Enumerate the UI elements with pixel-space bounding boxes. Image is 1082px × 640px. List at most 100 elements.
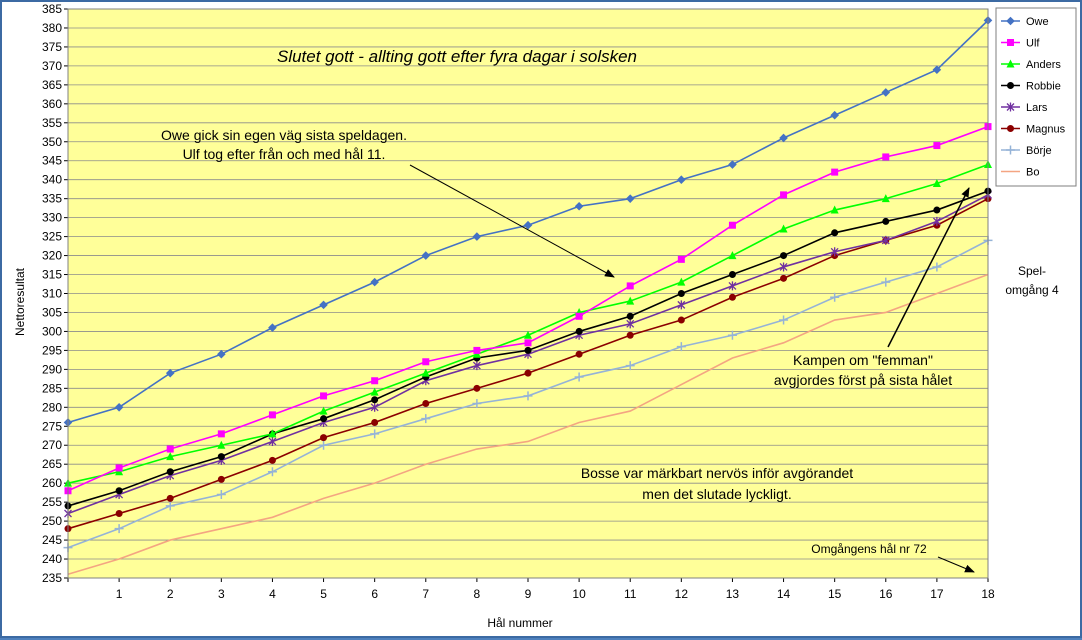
- data-point-owe: [472, 232, 482, 241]
- data-point-robbie: [780, 252, 788, 260]
- legend-item-lars: Lars: [1001, 102, 1048, 114]
- y-tick-label: 300: [42, 324, 62, 338]
- data-point-anders: [268, 429, 277, 438]
- data-point-ulf: [626, 282, 634, 290]
- y-tick-label: 360: [42, 97, 62, 111]
- x-tick-label: 11: [624, 587, 637, 601]
- x-axis-ticks: 1 2 3 4 5 6 7 8 9 10 11 12 13 14 15 16 17 18: [67, 578, 995, 601]
- data-point-borje: [114, 524, 124, 534]
- y-tick-label: 250: [42, 514, 62, 528]
- legend-marker-ulf: [1007, 39, 1014, 46]
- y-tick-label: 290: [42, 362, 62, 376]
- y-tick-label: 235: [42, 571, 62, 585]
- x-tick-label: 6: [371, 587, 378, 601]
- data-point-owe: [370, 277, 379, 287]
- legend-label-ulf: Ulf: [1026, 38, 1040, 50]
- data-point-owe: [779, 133, 788, 143]
- data-point-borje: [370, 429, 380, 439]
- data-point-lars: [779, 262, 788, 272]
- data-point-ulf: [728, 221, 736, 229]
- legend-marker-magnus: [1007, 125, 1014, 132]
- data-point-borje: [881, 277, 891, 287]
- y-tick-label: 310: [42, 287, 62, 301]
- x-tick-label: 5: [320, 587, 327, 601]
- data-point-owe: [881, 88, 891, 97]
- data-point-owe: [830, 110, 839, 120]
- data-point-magnus: [473, 384, 481, 392]
- data-point-ulf: [217, 430, 225, 438]
- x-tick-label: 4: [269, 587, 276, 601]
- x-tick-label: 18: [981, 587, 995, 601]
- data-point-robbie: [320, 415, 328, 423]
- legend-label-magnus: Magnus: [1026, 124, 1066, 136]
- annotation-femman-line1: Kampen om "femman": [793, 352, 933, 368]
- y-tick-label: 280: [42, 400, 62, 414]
- series-anders: [64, 160, 992, 487]
- legend-item-ulf: Ulf: [1001, 38, 1040, 50]
- y-tick-label: 320: [42, 249, 62, 263]
- legend: Owe Ulf Anders Robbie Lars Magnus Börje Bo: [1001, 16, 1066, 179]
- data-point-magnus: [371, 418, 379, 426]
- x-tick-label: 9: [525, 587, 532, 601]
- legend-marker-borje: [1006, 145, 1015, 155]
- y-tick-label: 305: [42, 305, 62, 319]
- data-point-anders: [626, 296, 635, 305]
- data-point-owe: [165, 368, 175, 378]
- y-tick-label: 335: [42, 192, 62, 206]
- legend-marker-owe: [1006, 16, 1015, 26]
- data-point-ulf: [371, 377, 379, 385]
- data-point-anders: [319, 406, 328, 415]
- annotation-round-line1: Spel-: [1018, 264, 1046, 278]
- data-point-borje: [165, 501, 175, 511]
- plot-border: [67, 8, 989, 579]
- data-point-anders: [881, 194, 890, 203]
- annotation-femman-line2: avgjordes först på sista hålet: [774, 372, 952, 388]
- data-point-borje: [472, 399, 482, 409]
- y-tick-label: 325: [42, 230, 62, 244]
- legend-label-lars: Lars: [1026, 102, 1048, 114]
- data-point-magnus: [524, 369, 532, 377]
- data-point-borje: [830, 292, 840, 302]
- data-point-robbie: [677, 290, 685, 297]
- annotation-bosse-line1: Bosse var märkbart nervös inför avgörand…: [581, 465, 853, 481]
- y-tick-label: 245: [42, 533, 62, 547]
- data-point-anders: [421, 368, 430, 377]
- y-tick-label: 385: [42, 2, 62, 16]
- data-point-magnus: [115, 510, 123, 518]
- data-point-lars: [881, 235, 890, 245]
- data-point-ulf: [268, 411, 276, 419]
- data-point-anders: [728, 251, 737, 260]
- data-point-borje: [421, 414, 431, 424]
- legend-box: [995, 7, 1077, 187]
- data-point-magnus: [320, 434, 328, 442]
- y-axis-title: Nettoresultat: [13, 267, 27, 336]
- data-point-anders: [217, 440, 226, 449]
- data-point-anders: [932, 178, 941, 187]
- x-axis-title: Hål nummer: [487, 616, 552, 630]
- legend-item-borje: Börje: [1001, 145, 1052, 157]
- legend-item-owe: Owe: [1001, 16, 1049, 28]
- data-point-robbie: [217, 453, 225, 461]
- legend-marker-anders: [1006, 59, 1015, 68]
- data-point-owe: [268, 323, 277, 332]
- data-point-magnus: [217, 475, 225, 483]
- data-point-lars: [370, 402, 379, 412]
- x-tick-label: 12: [675, 587, 689, 601]
- y-tick-label: 355: [42, 116, 62, 130]
- data-point-ulf: [524, 339, 532, 347]
- grid-lines: [68, 8, 988, 579]
- y-tick-label: 270: [42, 438, 62, 452]
- data-point-borje: [267, 467, 277, 477]
- x-tick-label: 3: [218, 587, 225, 601]
- data-point-owe: [319, 300, 328, 310]
- data-point-owe: [523, 220, 533, 230]
- annotation-hole72-arrow: [937, 556, 975, 573]
- annotation-owe-line1: Owe gick sin egen väg sista speldagen.: [161, 127, 407, 143]
- data-point-owe: [728, 160, 737, 169]
- series-layer: [63, 16, 993, 575]
- data-point-anders: [524, 330, 532, 339]
- data-point-lars: [268, 436, 277, 446]
- data-point-magnus: [780, 274, 788, 282]
- y-tick-label: 240: [42, 552, 62, 566]
